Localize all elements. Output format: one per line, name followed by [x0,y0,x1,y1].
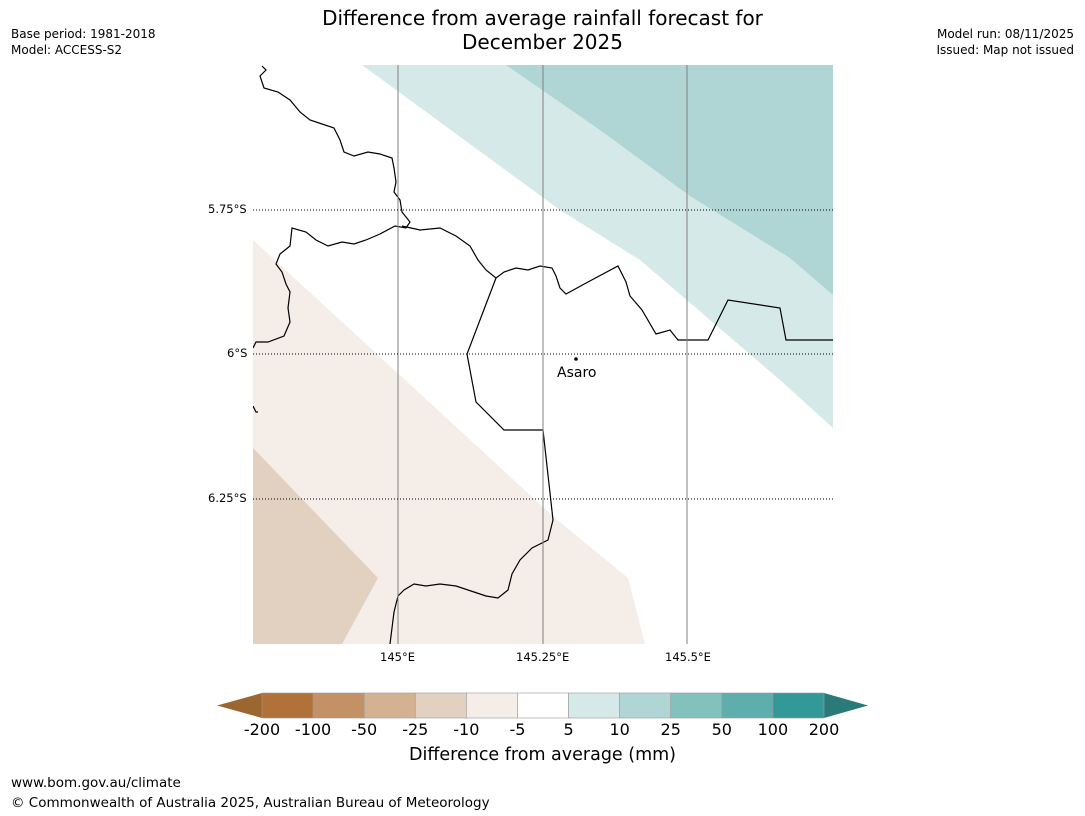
colorbar-segment [363,692,416,719]
model-name: Model: ACCESS-S2 [11,43,123,57]
town-label: Asaro [557,365,597,381]
colorbar-segment [466,692,518,719]
colorbar-tick-label: 5 [563,720,574,739]
colorbar-tick-label: -200 [243,720,281,739]
colorbar-segment [568,692,620,719]
district-boundary [389,277,554,644]
model-run: Model run: 08/11/2025 [936,27,1074,41]
colorbar-tick-label: 200 [808,720,840,739]
lon-label: 145°E [380,650,415,664]
boundary-lines [253,65,833,644]
lon-label: 145.25°E [516,650,570,664]
colorbar-tick-label: 100 [757,720,789,739]
colorbar-tick-label: -5 [509,720,526,739]
colorbar-segment [261,692,314,719]
colorbar-segment [721,692,774,719]
map-title: Difference from average rainfall forecas… [0,6,1085,54]
town-marker [574,357,578,361]
province-boundary-east [401,225,833,341]
colorbar-segment [670,692,723,719]
footer-url[interactable]: www.bom.gov.au/climate [11,775,181,791]
colorbar-tick-label: -25 [402,720,429,739]
colorbar-title: Difference from average (mm) [408,745,677,765]
colorbar-tick-label: -100 [294,720,332,739]
lon-label: 145.5°E [665,650,711,664]
dry-light-region [253,240,645,644]
issued-status: Issued: Map not issued [936,43,1074,57]
lat-label: 6.25°S [208,491,247,505]
colorbar-tick-label: 25 [660,720,681,739]
title-line-1: Difference from average rainfall forecas… [322,6,763,30]
meta-right: Model run: 08/11/2025 Issued: Map not is… [936,26,1074,58]
colorbar-under-arrow [217,693,262,718]
colorbar-over-arrow [824,693,868,718]
colorbar-tick-label: 50 [711,720,732,739]
province-boundary [253,65,411,349]
dry-mid-region [253,448,378,644]
boundary-fragment [253,405,258,413]
colorbar-tick-label: -50 [351,720,378,739]
title-line-2: December 2025 [462,30,623,54]
lat-label: 6°S [227,346,248,360]
footer-copyright: © Commonwealth of Australia 2025, Austra… [11,795,490,811]
colorbar-segment [772,692,825,719]
wet-mid-region [506,65,833,295]
colorbar-segments [261,692,825,719]
colorbar-tick-label: 10 [609,720,630,739]
base-period: Base period: 1981-2018 [11,27,156,41]
colorbar-segment [517,692,569,719]
colorbar-segment [312,692,365,719]
colorbar-segment [619,692,672,719]
colorbar-tick-label: -10 [453,720,480,739]
colorbar-segment [414,692,467,719]
graticule [253,65,833,644]
meta-left: Base period: 1981-2018 Model: ACCESS-S2 [11,26,156,58]
lat-label: 5.75°S [208,202,247,216]
